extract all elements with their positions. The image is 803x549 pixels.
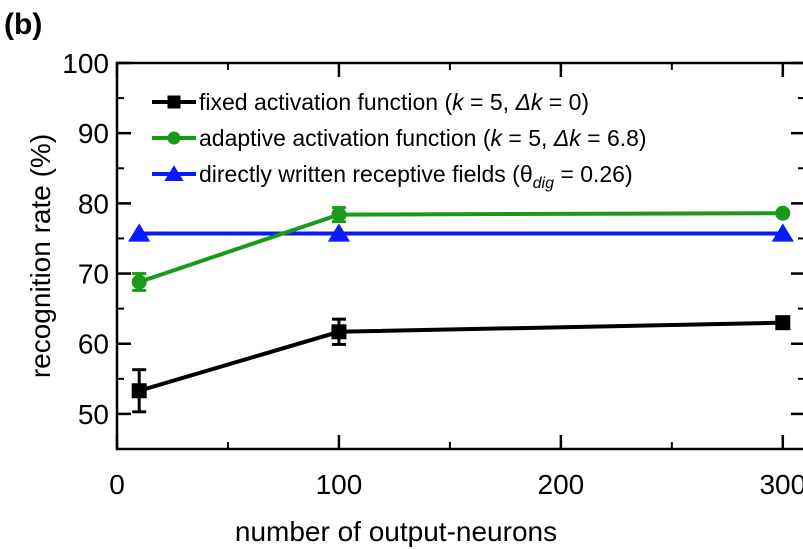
y-tick-label: 80 [78,188,109,219]
legend-marker-fixed [167,95,181,109]
series-line-adaptive [138,211,783,284]
legend-label-direct: directly written receptive fields (θdig … [199,161,633,192]
series-fixed [131,315,791,414]
data-point-direct [327,223,351,242]
data-point-direct [771,223,794,242]
legend-item-fixed: fixed activation function (k = 5, Δk = 0… [152,89,589,115]
data-point-adaptive [331,207,347,223]
legend-label-adaptive: adaptive activation function (k = 5, Δk … [199,125,647,151]
data-point-fixed [331,324,347,340]
series-line-fixed [138,320,783,393]
data-point-adaptive [775,205,791,221]
data-point-adaptive [131,274,147,290]
legend-marker-adaptive [167,131,181,145]
legend-marker-direct [164,165,184,182]
x-tick-label: 100 [316,469,363,500]
legend: fixed activation function (k = 5, Δk = 0… [152,89,647,192]
tick-labels: 50 60 70 80 90 100 0 100 200 300 [62,48,803,500]
data-point-direct [128,223,151,242]
data-point-fixed [775,315,791,331]
y-axis-label: recognition rate (%) [25,134,56,378]
legend-label-fixed: fixed activation function (k = 5, Δk = 0… [199,89,589,115]
y-tick-label: 100 [62,48,109,79]
y-tick-label: 70 [78,259,109,290]
x-tick-label: 200 [538,469,585,500]
x-tick-label: 300 [759,469,803,500]
y-tick-label: 90 [78,118,109,149]
series-direct [128,223,794,242]
y-tick-label: 50 [78,399,109,430]
panel-label: (b) [4,8,43,41]
series-layer [128,205,794,414]
legend-item-direct: directly written receptive fields (θdig … [152,161,633,192]
data-point-fixed [131,383,147,399]
y-tick-label: 60 [78,329,109,360]
x-tick-label: 0 [109,469,125,500]
series-adaptive [131,205,791,292]
x-axis-label: number of output-neurons [235,516,557,547]
legend-item-adaptive: adaptive activation function (k = 5, Δk … [152,125,647,151]
plot-frame [115,61,803,451]
